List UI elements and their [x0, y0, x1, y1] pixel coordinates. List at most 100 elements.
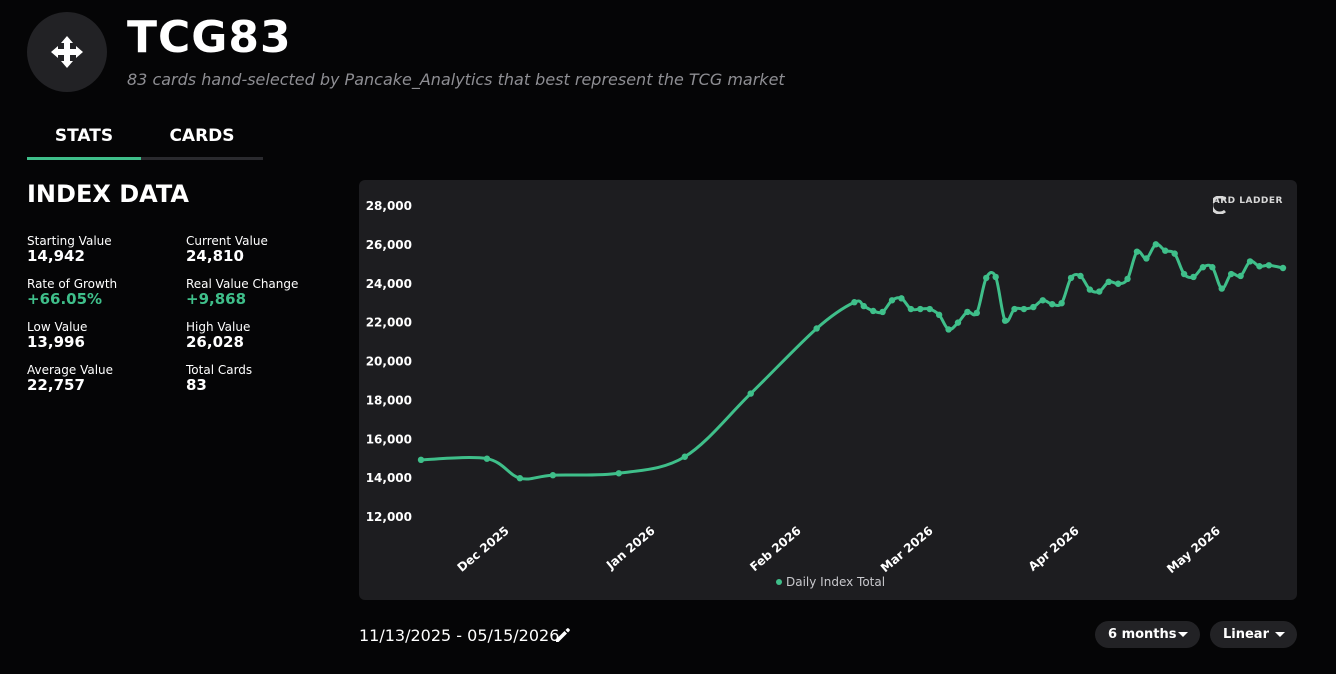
data-point[interactable]	[1152, 241, 1160, 248]
stat-real-value-change: Real Value Change +9,868	[186, 277, 336, 308]
x-axis: Dec 2025 Jan 2026 Feb 2026 Mar 2026 Apr 2026…	[455, 524, 1223, 577]
data-point[interactable]	[1124, 275, 1131, 283]
stat-label: Low Value	[27, 320, 88, 334]
data-point[interactable]	[935, 311, 943, 319]
data-point[interactable]	[1133, 248, 1141, 255]
index-chart: 12,000 14,000 16,000 18,000 20,000 22,000 24,0…	[359, 180, 1297, 600]
x-tick-label: Feb 2026	[747, 524, 804, 575]
data-point[interactable]	[1190, 273, 1197, 281]
edit-pencil-icon[interactable]	[554, 626, 572, 644]
data-point[interactable]	[1105, 278, 1112, 286]
series-line-daily-index-total	[420, 242, 1284, 481]
index-logo	[27, 12, 107, 92]
data-point[interactable]	[926, 305, 933, 313]
data-point[interactable]	[1077, 272, 1084, 280]
chevron-down-icon	[1178, 632, 1188, 637]
y-tick-label: 28,000	[366, 199, 412, 213]
data-point[interactable]	[681, 453, 688, 460]
data-point[interactable]	[860, 302, 867, 310]
tab-bar: STATS CARDS	[27, 120, 263, 160]
stat-average-value: Average Value 22,757	[27, 363, 177, 394]
data-point[interactable]	[813, 325, 820, 332]
stat-current-value: Current Value 24,810	[186, 234, 336, 265]
data-point[interactable]	[1020, 305, 1028, 313]
stat-value: 22,757	[27, 376, 85, 394]
y-tick-label: 18,000	[366, 393, 412, 407]
data-point[interactable]	[417, 456, 425, 464]
data-point[interactable]	[851, 299, 858, 306]
data-point[interactable]	[1180, 270, 1188, 278]
data-point[interactable]	[964, 308, 971, 316]
stat-label: Average Value	[27, 363, 114, 377]
stat-label: Current Value	[186, 234, 268, 248]
data-point[interactable]	[747, 390, 754, 397]
data-point[interactable]	[1001, 317, 1009, 324]
data-point[interactable]	[549, 472, 557, 479]
data-point[interactable]	[917, 305, 924, 313]
y-tick-label: 24,000	[366, 277, 412, 291]
data-point[interactable]	[1265, 262, 1273, 269]
scale-value: Linear	[1223, 627, 1269, 642]
stat-label: Rate of Growth	[27, 277, 118, 291]
stat-value: 14,942	[27, 247, 85, 265]
data-point[interactable]	[1096, 288, 1103, 295]
y-tick-label: 12,000	[366, 510, 412, 524]
data-point[interactable]	[1086, 286, 1094, 293]
data-point[interactable]	[1171, 250, 1178, 257]
date-range-label: 11/13/2025 - 05/15/2026	[359, 626, 560, 645]
y-tick-label: 14,000	[366, 471, 412, 485]
data-point[interactable]	[1199, 264, 1207, 271]
data-point[interactable]	[1039, 297, 1046, 304]
data-point[interactable]	[869, 307, 877, 315]
x-tick-label: May 2026	[1164, 524, 1223, 577]
data-point[interactable]	[973, 309, 981, 317]
data-point[interactable]	[1279, 264, 1287, 272]
data-point[interactable]	[615, 470, 623, 477]
tab-stats[interactable]: STATS	[54, 126, 114, 146]
data-point[interactable]	[1058, 299, 1065, 307]
data-point[interactable]	[1237, 272, 1244, 280]
stat-high-value: High Value 26,028	[186, 320, 336, 351]
scale-select[interactable]: Linear	[1210, 621, 1297, 648]
data-point[interactable]	[907, 305, 915, 313]
data-point[interactable]	[1114, 280, 1122, 287]
legend-marker	[776, 579, 782, 585]
y-tick-label: 26,000	[366, 238, 412, 252]
tab-cards[interactable]: CARDS	[169, 126, 235, 146]
data-point[interactable]	[516, 475, 524, 482]
data-point[interactable]	[1011, 305, 1018, 313]
stat-label: Total Cards	[186, 363, 253, 377]
y-tick-label: 22,000	[366, 316, 412, 330]
page-subtitle: 83 cards hand-selected by Pancake_Analyt…	[127, 70, 785, 89]
data-point[interactable]	[1162, 247, 1169, 254]
data-point[interactable]	[954, 319, 962, 326]
page-title: TCG83	[127, 12, 292, 63]
data-point[interactable]	[945, 326, 952, 333]
data-point[interactable]	[888, 297, 896, 304]
stat-label: Real Value Change	[186, 277, 299, 291]
chart-legend[interactable]: Daily Index Total	[776, 575, 885, 589]
time-range-select[interactable]: 6 months	[1095, 621, 1200, 648]
data-point[interactable]	[1256, 263, 1263, 270]
data-point[interactable]	[983, 274, 990, 282]
data-point[interactable]	[1227, 270, 1235, 278]
stat-label: High Value	[186, 320, 251, 334]
line-chart: 12,000 14,000 16,000 18,000 20,000 22,000 24,0…	[366, 199, 1287, 589]
data-point[interactable]	[1218, 285, 1225, 292]
data-point[interactable]	[898, 295, 905, 302]
data-point[interactable]	[1246, 258, 1254, 265]
x-tick-label: Mar 2026	[878, 524, 936, 576]
x-tick-label: Jan 2026	[603, 524, 658, 573]
x-tick-label: Dec 2025	[455, 524, 512, 575]
data-point[interactable]	[1048, 300, 1056, 308]
data-point[interactable]	[1209, 264, 1216, 271]
data-point[interactable]	[1067, 274, 1075, 282]
data-point[interactable]	[879, 308, 886, 316]
data-point[interactable]	[992, 273, 999, 281]
card-ladder-icon	[1212, 196, 1226, 214]
data-point[interactable]	[1143, 255, 1150, 262]
data-point[interactable]	[1030, 303, 1037, 311]
y-axis: 12,000 14,000 16,000 18,000 20,000 22,000 24,0…	[366, 199, 412, 524]
data-point[interactable]	[483, 455, 491, 462]
